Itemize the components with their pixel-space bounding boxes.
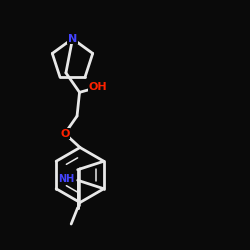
Text: N: N xyxy=(68,34,77,44)
Text: O: O xyxy=(60,128,70,138)
Text: OH: OH xyxy=(88,82,107,92)
Text: NH: NH xyxy=(58,174,74,184)
